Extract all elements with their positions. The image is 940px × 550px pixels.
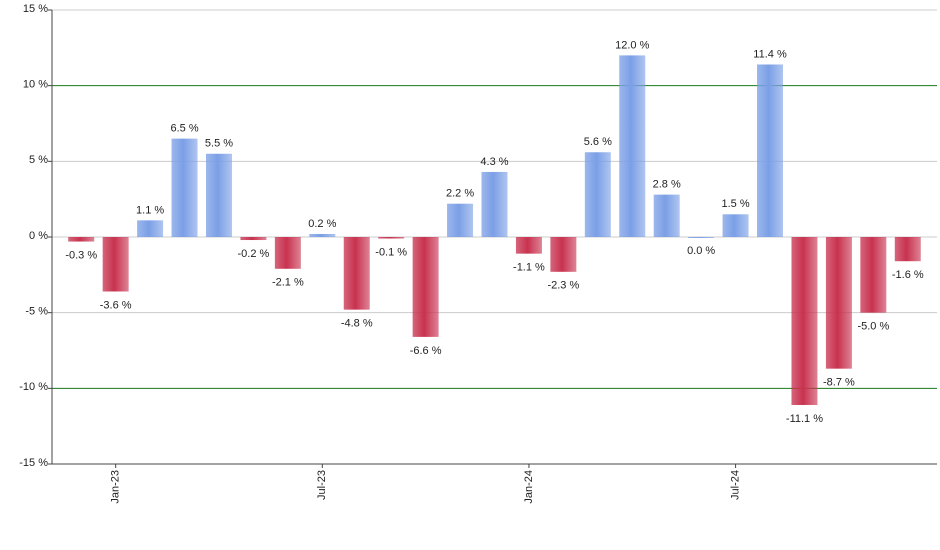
value-label: 12.0 % [615,39,649,51]
value-label: -3.6 % [100,299,132,311]
value-label: 4.3 % [480,156,508,168]
value-label: -0.2 % [238,248,270,260]
value-label: 2.8 % [653,179,681,191]
value-label: -0.3 % [65,249,97,261]
value-label: 0.2 % [308,218,336,230]
bar [894,237,921,262]
bar [860,237,887,313]
bar [309,233,336,237]
bar [653,194,680,237]
value-label: 1.1 % [136,204,164,216]
y-tick-label: 15 % [23,3,48,15]
value-label: 1.5 % [722,198,750,210]
bar [515,237,542,254]
bar [757,64,784,237]
bar [619,55,646,238]
x-tick-label: Jul-24 [729,470,741,500]
bar [274,237,301,269]
bar [137,220,164,237]
value-label: 11.4 % [753,48,787,60]
value-label: -8.7 % [823,377,855,389]
y-tick-label: -10 % [19,381,48,393]
x-tick-label: Jan-23 [110,470,122,504]
bar [481,171,508,237]
y-tick-label: 10 % [23,79,48,91]
y-tick-label: 0 % [29,230,48,242]
bar [722,214,749,237]
bar [825,237,852,369]
value-label: -0.1 % [375,246,407,258]
bar [171,138,198,237]
bar [584,152,611,237]
bar [102,237,129,292]
value-label: -11.1 % [786,413,823,425]
bar [343,237,370,310]
value-label: 6.5 % [170,123,198,135]
bar [68,237,95,242]
bar [205,153,232,237]
value-label: 5.6 % [584,136,612,148]
bar [688,237,715,238]
value-label: 0.0 % [687,245,715,257]
value-label: -1.6 % [892,269,924,281]
value-label: -5.0 % [857,321,889,333]
y-tick-label: -5 % [25,306,48,318]
bar [447,203,474,237]
x-tick-label: Jul-23 [316,470,328,500]
value-label: 2.2 % [446,188,474,200]
bar [378,237,405,239]
value-label: -4.8 % [341,318,373,330]
y-tick-label: -15 % [19,457,48,469]
value-label: -2.3 % [547,280,579,292]
bar [791,237,818,405]
value-label: 5.5 % [205,138,233,150]
bar [240,237,267,241]
value-label: -2.1 % [272,277,304,289]
bar [412,237,439,337]
x-tick-label: Jan-24 [523,470,535,504]
bar [550,237,577,272]
value-label: -6.6 % [410,345,442,357]
y-tick-label: 5 % [29,154,48,166]
value-label: -1.1 % [513,262,545,274]
